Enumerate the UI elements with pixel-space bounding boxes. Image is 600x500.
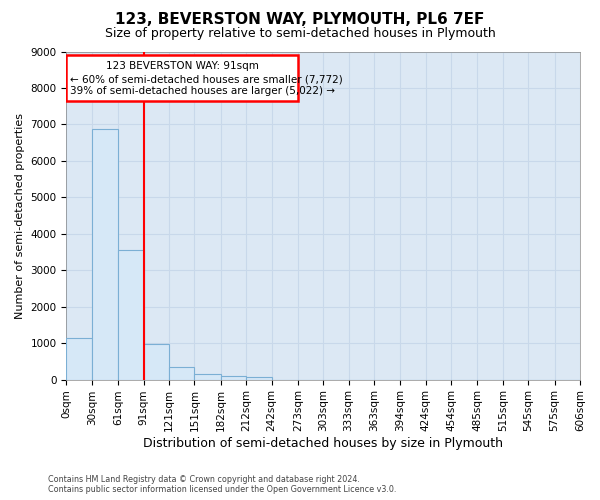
Text: 39% of semi-detached houses are larger (5,022) →: 39% of semi-detached houses are larger (… — [70, 86, 335, 96]
Text: Contains HM Land Registry data © Crown copyright and database right 2024.: Contains HM Land Registry data © Crown c… — [48, 475, 360, 484]
Bar — [118, 250, 143, 380]
Text: 123 BEVERSTON WAY: 91sqm: 123 BEVERSTON WAY: 91sqm — [106, 60, 259, 70]
FancyBboxPatch shape — [67, 55, 298, 100]
Bar — [92, 129, 118, 380]
Text: 123, BEVERSTON WAY, PLYMOUTH, PL6 7EF: 123, BEVERSTON WAY, PLYMOUTH, PL6 7EF — [115, 12, 485, 28]
Bar — [169, 367, 194, 380]
Bar — [194, 374, 221, 380]
Bar — [246, 377, 272, 380]
Bar — [67, 338, 92, 380]
X-axis label: Distribution of semi-detached houses by size in Plymouth: Distribution of semi-detached houses by … — [143, 437, 503, 450]
Bar — [221, 376, 246, 380]
Text: Size of property relative to semi-detached houses in Plymouth: Size of property relative to semi-detach… — [104, 28, 496, 40]
Bar — [143, 344, 169, 380]
Text: Contains public sector information licensed under the Open Government Licence v3: Contains public sector information licen… — [48, 485, 397, 494]
Y-axis label: Number of semi-detached properties: Number of semi-detached properties — [15, 112, 25, 318]
Text: ← 60% of semi-detached houses are smaller (7,772): ← 60% of semi-detached houses are smalle… — [70, 74, 343, 85]
